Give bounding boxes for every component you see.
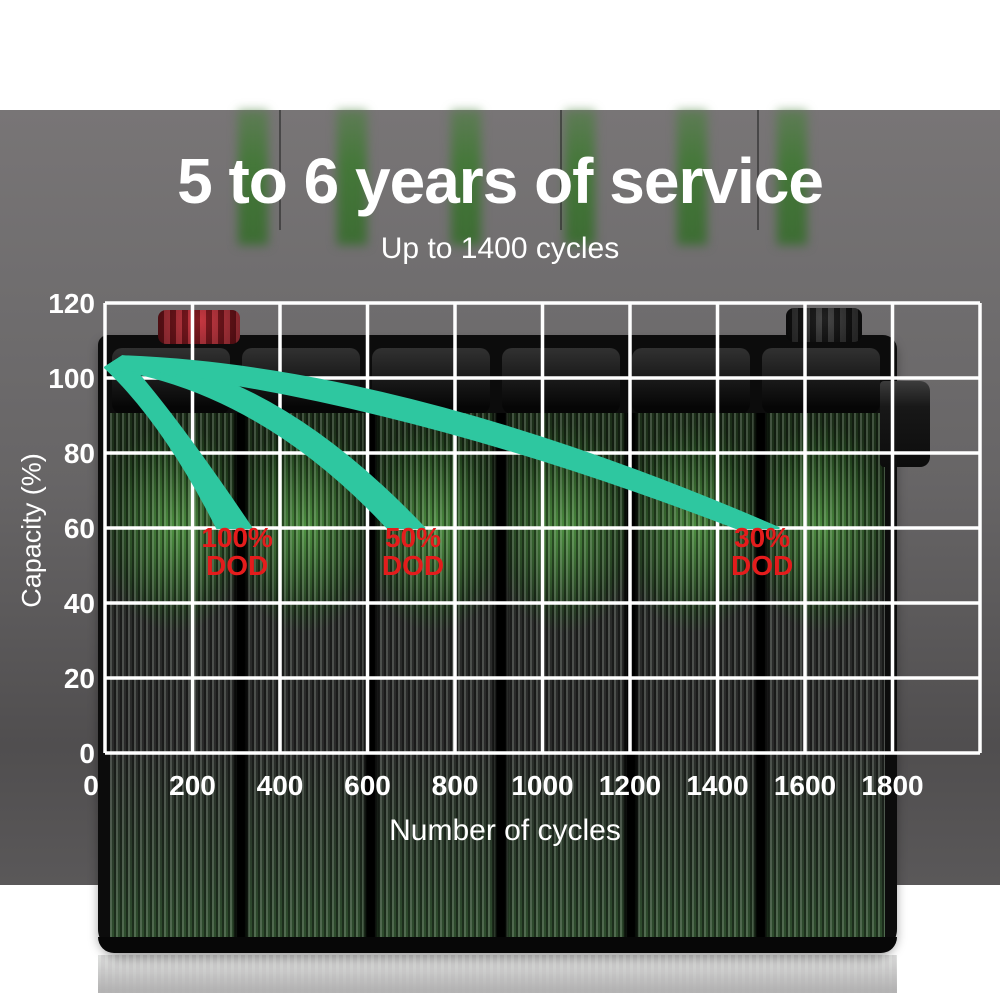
x-tick-label: 1200 bbox=[599, 770, 661, 801]
battery-cell-cap bbox=[632, 348, 750, 414]
y-tick-label: 80 bbox=[64, 438, 95, 469]
battery-base bbox=[98, 937, 897, 953]
battery-wire-line bbox=[560, 110, 562, 230]
dod-label: 50% DOD bbox=[382, 522, 444, 581]
dod-curve-band bbox=[104, 355, 253, 529]
x-tick-label: 600 bbox=[344, 770, 391, 801]
y-tick-label: 120 bbox=[48, 288, 95, 319]
y-axis-title: Capacity (%) bbox=[16, 453, 47, 608]
battery-cell-cap bbox=[502, 348, 620, 414]
battery-cell-cap bbox=[762, 348, 880, 414]
x-tick-label: 400 bbox=[257, 770, 304, 801]
page-subtitle: Up to 1400 cycles bbox=[380, 232, 620, 265]
green-glow-streak bbox=[677, 110, 707, 245]
x-tick-label: 1800 bbox=[861, 770, 923, 801]
x-tick-label: 200 bbox=[169, 770, 216, 801]
battery-negative-terminal bbox=[786, 308, 862, 342]
y-tick-label: 100 bbox=[48, 363, 95, 394]
green-glow-streak bbox=[565, 110, 595, 245]
y-tick-label: 40 bbox=[64, 588, 95, 619]
battery-wire-line bbox=[279, 110, 281, 230]
green-glow-streak bbox=[451, 110, 481, 245]
x-axis-title: Number of cycles bbox=[389, 814, 621, 847]
y-tick-label: 60 bbox=[64, 513, 95, 544]
green-glow-streak bbox=[337, 110, 367, 245]
battery-reflection bbox=[98, 955, 897, 993]
x-tick-label: 1400 bbox=[686, 770, 748, 801]
dod-curve-band bbox=[104, 355, 780, 529]
battery-positive-terminal bbox=[158, 310, 240, 344]
x-tick-label: 0 bbox=[83, 770, 99, 801]
dod-label: 30% DOD bbox=[731, 522, 793, 581]
green-glow-streak bbox=[777, 110, 807, 245]
page-title: 5 to 6 years of service bbox=[177, 145, 824, 217]
x-tick-label: 1000 bbox=[511, 770, 573, 801]
x-tick-label: 800 bbox=[432, 770, 479, 801]
dod-label: 100% DOD bbox=[201, 522, 273, 581]
x-tick-label: 1600 bbox=[774, 770, 836, 801]
battery-wire-line bbox=[757, 110, 759, 230]
y-tick-label: 20 bbox=[64, 663, 95, 694]
green-glow-streak bbox=[238, 110, 268, 245]
y-tick-label: 0 bbox=[79, 738, 95, 769]
